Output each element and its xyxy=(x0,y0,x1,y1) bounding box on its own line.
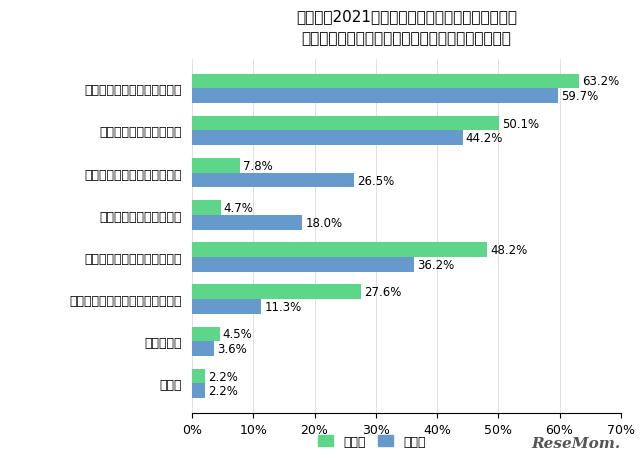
Text: 50.1%: 50.1% xyxy=(502,118,539,130)
Bar xyxy=(192,215,302,230)
Text: 7.8%: 7.8% xyxy=(243,159,273,173)
Bar xyxy=(192,341,214,356)
Bar xyxy=(192,117,499,131)
Text: 18.0%: 18.0% xyxy=(305,216,342,229)
Bar xyxy=(192,158,240,174)
Text: 36.2%: 36.2% xyxy=(417,258,454,271)
Bar xyxy=(192,201,221,215)
Bar xyxy=(192,285,361,300)
Text: ReseMom.: ReseMom. xyxy=(532,436,621,450)
Text: 2.2%: 2.2% xyxy=(209,385,239,397)
Bar xyxy=(192,300,261,314)
Text: 48.2%: 48.2% xyxy=(490,244,527,257)
Bar xyxy=(192,131,463,146)
Title: 子どもが2021年の目標・抱負を決めるとしたら、
どのような内容の目標・抱負を立ててほしいですか: 子どもが2021年の目標・抱負を決めるとしたら、 どのような内容の目標・抱負を立… xyxy=(296,9,517,46)
Bar xyxy=(192,384,205,398)
Bar xyxy=(192,257,413,272)
Bar xyxy=(192,327,220,341)
Text: 63.2%: 63.2% xyxy=(582,75,620,88)
Legend: 小学生, 中高生: 小学生, 中高生 xyxy=(314,430,431,453)
Text: 26.5%: 26.5% xyxy=(357,174,395,187)
Text: 4.7%: 4.7% xyxy=(224,202,253,214)
Bar xyxy=(192,74,579,89)
Text: 4.5%: 4.5% xyxy=(223,328,252,341)
Bar xyxy=(192,89,557,104)
Text: 27.6%: 27.6% xyxy=(364,285,401,299)
Text: 11.3%: 11.3% xyxy=(264,300,301,313)
Bar xyxy=(192,174,355,188)
Bar xyxy=(192,243,487,257)
Text: 44.2%: 44.2% xyxy=(466,132,503,145)
Bar xyxy=(192,369,205,384)
Text: 59.7%: 59.7% xyxy=(561,90,598,103)
Text: 2.2%: 2.2% xyxy=(209,370,239,383)
Text: 3.6%: 3.6% xyxy=(217,342,247,355)
